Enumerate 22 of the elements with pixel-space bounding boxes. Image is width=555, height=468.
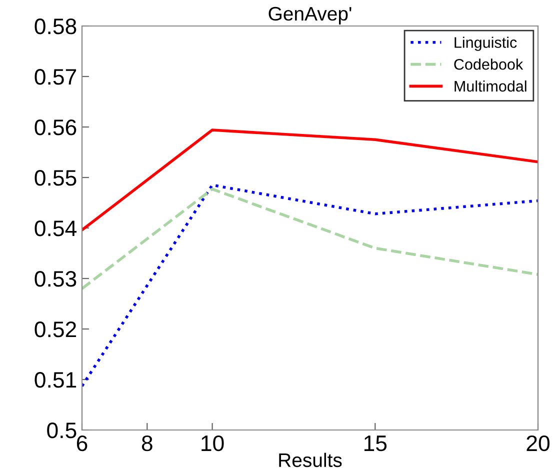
legend-label: Linguistic bbox=[454, 36, 517, 51]
y-tick-label: 0.53 bbox=[34, 271, 76, 287]
legend-label: Codebook bbox=[454, 58, 524, 70]
y-tick-label: 0.58 bbox=[34, 18, 76, 34]
line-series bbox=[82, 128, 538, 232]
y-tick-label: 0.57 bbox=[34, 69, 76, 85]
line-series bbox=[82, 188, 538, 290]
line-series bbox=[82, 184, 538, 388]
x-tick-label: 8 bbox=[142, 435, 152, 452]
legend-label: Multimodal bbox=[454, 80, 526, 92]
y-tick-label: 0.55 bbox=[34, 170, 76, 186]
y-tick-label: 0.56 bbox=[34, 120, 76, 136]
chart-title: GenAvep' bbox=[268, 6, 352, 24]
y-tick-label: 0.52 bbox=[34, 322, 76, 338]
x-tick-label: 20 bbox=[526, 435, 550, 452]
x-tick-label: 6 bbox=[76, 435, 88, 452]
x-axis-title: Results bbox=[279, 452, 342, 468]
x-tick-label: 15 bbox=[364, 436, 387, 452]
y-tick-label: 0.51 bbox=[34, 372, 76, 388]
x-tick-label: 10 bbox=[202, 435, 224, 452]
y-tick-label: 0.5 bbox=[47, 422, 76, 438]
y-tick-label: 0.54 bbox=[34, 220, 76, 236]
